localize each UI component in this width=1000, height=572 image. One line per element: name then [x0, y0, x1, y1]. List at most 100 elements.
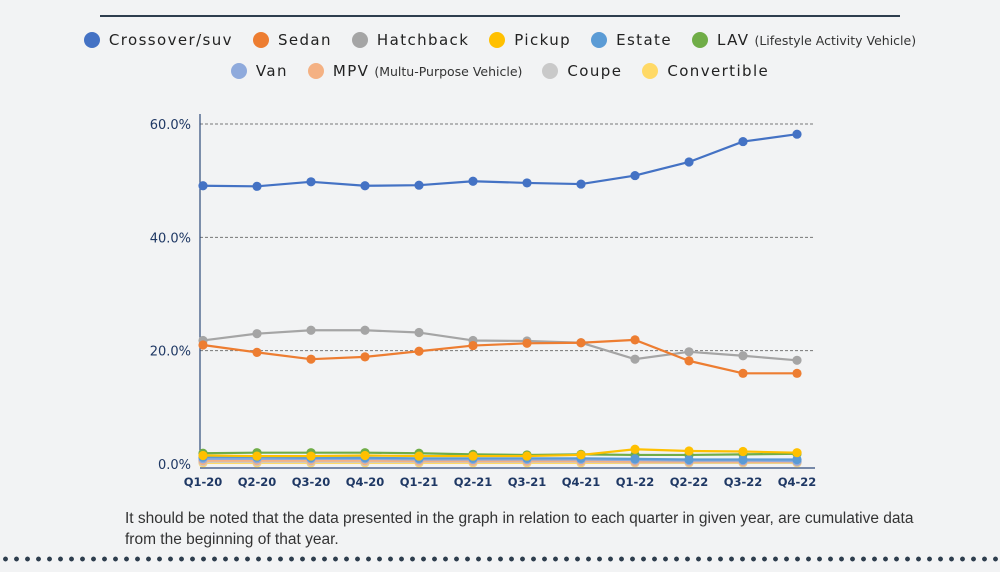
line-chart: 0.0% 20.0% 40.0% 60.0% Q1-20 Q2-20 Q3-20 Q4-20 Q… — [150, 114, 817, 489]
x-tick-label: Q2-20 — [238, 475, 277, 489]
legend-swatch — [489, 32, 506, 48]
series-line — [202, 133, 798, 188]
legend-label: Sedan — [277, 31, 332, 49]
legend-item: Van — [230, 62, 288, 80]
legend-swatch — [252, 32, 269, 48]
legend-item: Estate — [591, 31, 672, 49]
data-point — [684, 454, 694, 465]
data-point — [792, 129, 802, 139]
series-line — [203, 459, 797, 463]
data-point — [630, 170, 640, 181]
data-point — [684, 356, 694, 366]
data-point — [630, 354, 640, 364]
bottom-dotted-divider — [0, 556, 1000, 562]
legend-label: Crossover/suv — [108, 31, 233, 49]
legend-row-2: Van MPV (Multu-Purpose Vehicle) Coupe Conver… — [0, 62, 1000, 80]
x-tick-label: Q1-20 — [184, 475, 223, 489]
series-line — [203, 456, 797, 461]
data-point — [738, 454, 748, 465]
legend-item: Sedan — [252, 31, 332, 49]
chart-footnote: It should be noted that the data present… — [125, 510, 914, 548]
series-line — [202, 451, 798, 457]
data-point — [414, 180, 424, 190]
series-line — [202, 329, 798, 362]
x-tick-label: Q4-21 — [562, 475, 601, 489]
legend-item: MPV (Multu-Purpose Vehicle) — [307, 62, 522, 80]
legend-label: MPV — [332, 62, 370, 80]
legend-label: Hatchback — [376, 31, 470, 49]
data-point — [360, 325, 370, 335]
data-point — [360, 352, 370, 362]
x-tick-label: Q1-22 — [616, 475, 655, 489]
y-tick-label: 20.0% — [150, 345, 191, 360]
data-point — [414, 327, 424, 338]
data-point — [414, 346, 424, 356]
data-point — [252, 451, 262, 461]
data-point — [684, 157, 694, 167]
data-point — [306, 325, 316, 335]
data-point — [630, 444, 640, 454]
data-point — [306, 177, 316, 187]
data-point — [198, 450, 208, 461]
legend-item: Pickup — [489, 31, 571, 49]
series-line — [203, 457, 798, 463]
data-point — [576, 179, 586, 189]
data-point — [252, 181, 262, 191]
data-point — [252, 329, 262, 339]
y-tick-label: 60.0% — [150, 118, 191, 133]
x-tick-label: Q1-21 — [400, 475, 439, 489]
x-tick-label: Q4-22 — [778, 475, 817, 489]
legend-swatch — [307, 63, 324, 79]
data-point — [198, 340, 208, 350]
data-point — [684, 347, 694, 357]
legend-label: Pickup — [514, 31, 572, 49]
data-point — [468, 340, 478, 351]
data-point — [738, 136, 748, 147]
data-point — [738, 368, 748, 378]
data-point — [576, 338, 586, 348]
x-tick-label: Q3-22 — [724, 475, 763, 489]
legend-row-1: Crossover/suv Sedan Hatchback Pickup Estate L… — [0, 31, 1000, 49]
legend-label: Coupe — [567, 62, 623, 80]
x-tick-label: Q2-21 — [454, 475, 493, 489]
legend-label: Van — [255, 62, 288, 80]
legend-item: Coupe — [542, 62, 622, 80]
data-point — [252, 347, 262, 357]
series-line — [202, 448, 798, 458]
legend-item: LAV (Lifestyle Activity Vehicle) — [691, 31, 917, 49]
legend-swatch — [642, 63, 659, 79]
data-point — [576, 450, 586, 460]
legend-item: Hatchback — [351, 31, 470, 49]
data-point — [630, 335, 640, 345]
x-tick-label: Q3-20 — [292, 475, 331, 489]
legend-swatch — [83, 32, 100, 48]
legend-sublabel: (Lifestyle Activity Vehicle) — [754, 32, 917, 48]
data-point — [306, 451, 316, 461]
data-point — [414, 451, 424, 461]
data-point — [738, 351, 748, 361]
legend-item: Convertible — [642, 62, 769, 80]
data-point — [468, 451, 478, 461]
top-divider — [100, 15, 900, 17]
series-line — [202, 338, 797, 375]
data-point — [360, 450, 370, 461]
x-tick-label: Q2-22 — [670, 475, 709, 489]
y-tick-label: 40.0% — [150, 231, 191, 246]
data-point — [468, 176, 478, 186]
legend-swatch — [230, 63, 247, 79]
data-point — [738, 446, 748, 457]
data-point — [522, 178, 532, 188]
data-point — [792, 368, 802, 378]
data-point — [522, 451, 532, 461]
y-tick-label: 0.0% — [158, 458, 191, 473]
legend-swatch — [542, 63, 559, 79]
data-point — [792, 454, 802, 465]
data-point — [792, 448, 802, 458]
legend-swatch — [351, 32, 368, 48]
x-tick-label: Q4-20 — [346, 475, 385, 489]
data-point — [684, 446, 694, 456]
data-point — [792, 355, 802, 365]
legend-swatch — [691, 32, 708, 48]
legend-label: Estate — [616, 31, 672, 49]
data-point — [522, 338, 532, 348]
